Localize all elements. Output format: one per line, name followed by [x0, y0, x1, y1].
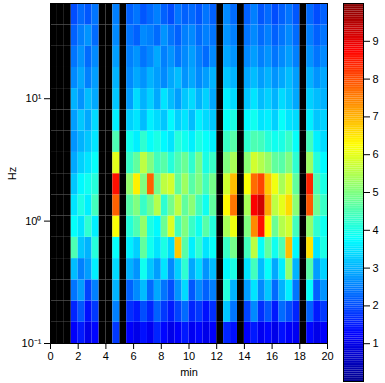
- svg-text:6: 6: [373, 148, 379, 160]
- svg-text:10⁰: 10⁰: [25, 215, 41, 227]
- svg-text:12: 12: [211, 350, 223, 362]
- svg-text:5: 5: [373, 186, 379, 198]
- svg-text:0: 0: [47, 350, 53, 362]
- svg-text:8: 8: [373, 73, 379, 85]
- svg-text:18: 18: [294, 350, 306, 362]
- svg-text:10¹: 10¹: [26, 92, 42, 104]
- svg-text:14: 14: [238, 350, 250, 362]
- svg-text:8: 8: [158, 350, 164, 362]
- svg-text:1: 1: [373, 337, 379, 349]
- svg-text:4: 4: [373, 224, 379, 236]
- svg-text:Hz: Hz: [6, 167, 18, 180]
- svg-text:6: 6: [131, 350, 137, 362]
- svg-text:9: 9: [373, 35, 379, 47]
- svg-text:20: 20: [321, 350, 333, 362]
- svg-text:10⁻¹: 10⁻¹: [22, 337, 42, 349]
- svg-text:3: 3: [373, 262, 379, 274]
- svg-text:10: 10: [183, 350, 195, 362]
- svg-text:7: 7: [373, 110, 379, 122]
- svg-text:2: 2: [75, 350, 81, 362]
- svg-text:16: 16: [266, 350, 278, 362]
- svg-text:4: 4: [103, 350, 109, 362]
- svg-text:min: min: [180, 366, 198, 378]
- svg-text:2: 2: [373, 299, 379, 311]
